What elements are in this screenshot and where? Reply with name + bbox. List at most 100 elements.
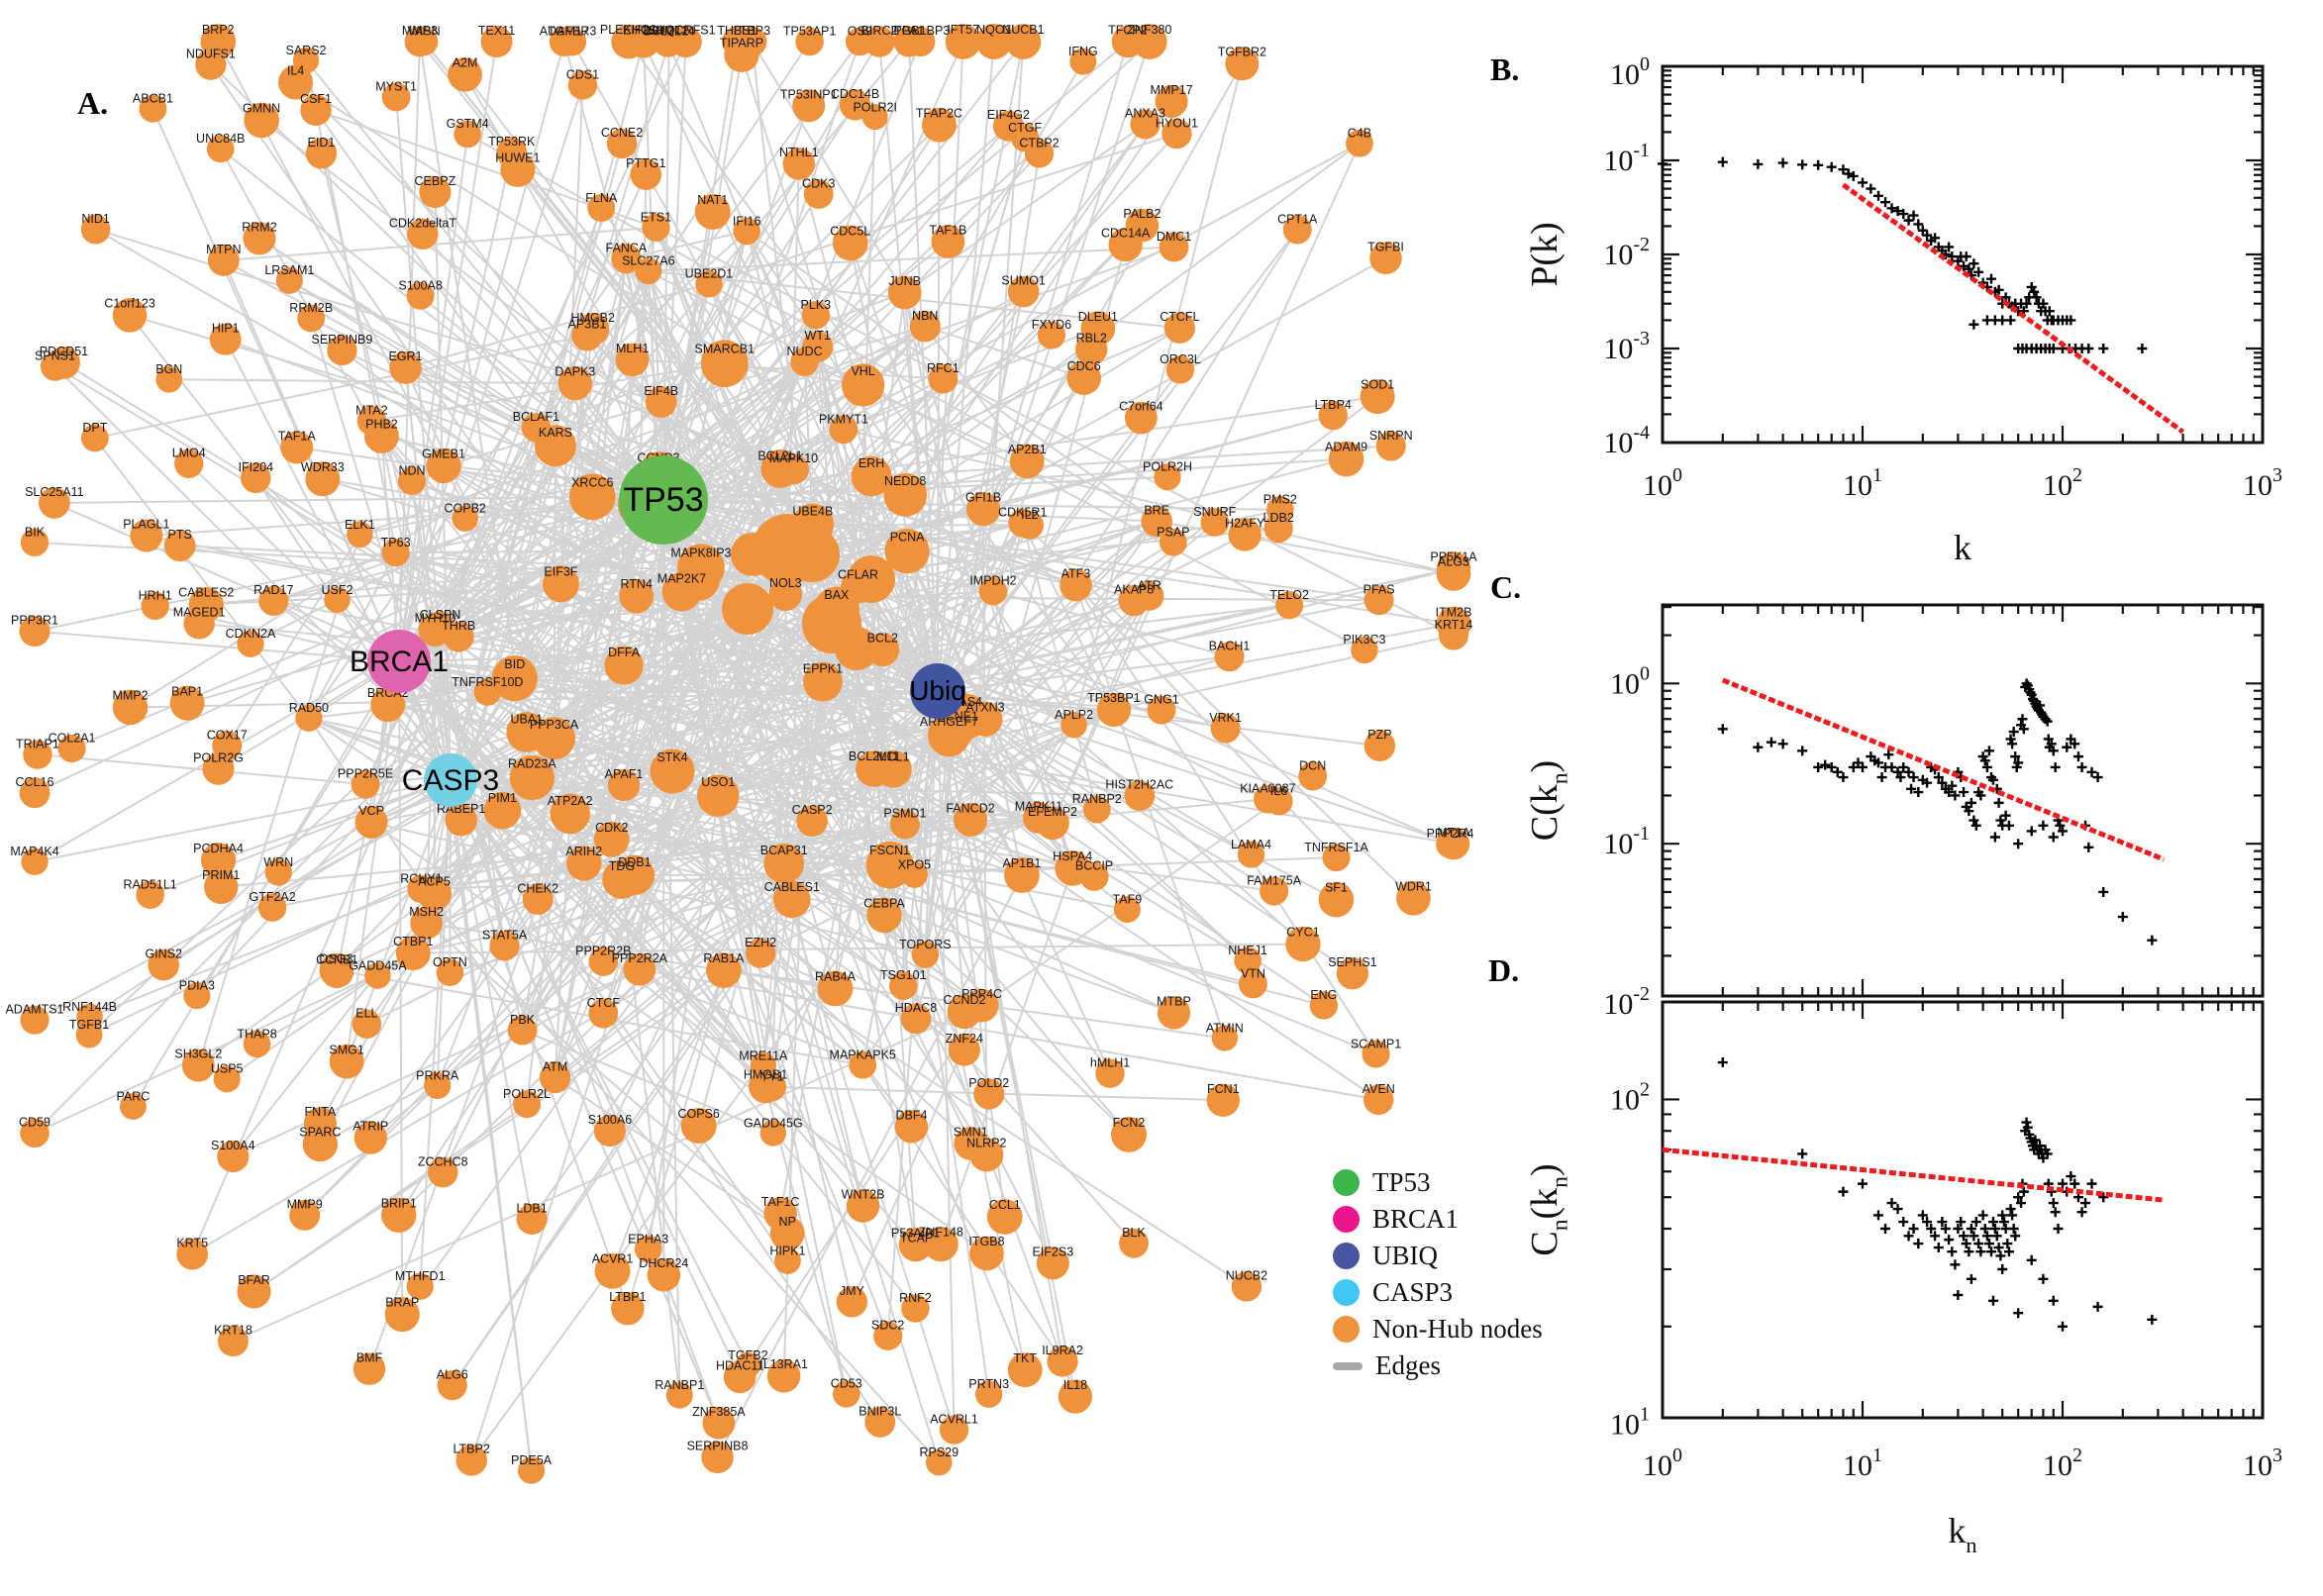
network-node [911, 941, 940, 968]
network-node [302, 1126, 339, 1162]
tick-label: 100 [1643, 464, 1682, 502]
network-node [1080, 311, 1116, 347]
network-node [665, 1381, 693, 1409]
tick-label: 102 [1610, 1078, 1650, 1116]
network-node [370, 687, 406, 723]
network-node [1351, 636, 1378, 664]
network-node-label: EIF2S3 [1032, 1245, 1073, 1258]
legend-label: Non-Hub nodes [1372, 1314, 1543, 1344]
network-node [384, 1297, 420, 1333]
network-node [1206, 1083, 1240, 1117]
panel-b-label: B. [1490, 51, 1520, 87]
network-node-label: CCNB1 [316, 953, 357, 967]
network-node [1058, 1379, 1093, 1414]
plot-frame [1661, 64, 2265, 445]
network-node-label: IFI204 [239, 460, 273, 474]
axis-ticks [1661, 64, 2265, 445]
network-node-label: SHMT2 [647, 24, 688, 38]
network-node-label: OPTN [433, 955, 467, 969]
network-node [509, 754, 555, 801]
network-node-label: SH3GL2 [174, 1047, 222, 1061]
network-node [945, 24, 981, 59]
network-node-label: IFNG [1068, 45, 1098, 58]
network-node-label: FNTA [305, 1105, 337, 1119]
network-node-label: NHEJ1 [1228, 944, 1267, 957]
network-node [1141, 505, 1173, 538]
network-node-label: PSMD1 [883, 807, 926, 821]
network-node [1210, 713, 1241, 744]
network-node-label: PRIM1 [202, 868, 240, 882]
network-node [801, 300, 831, 330]
network-node [23, 740, 52, 769]
network-node-label: CDC5L [830, 224, 870, 238]
network-node-label: SMN1 [954, 1125, 988, 1139]
network-node [243, 1030, 271, 1058]
network-node-label: ATMIN [1206, 1022, 1244, 1036]
network-node [217, 1326, 249, 1357]
network-node-label: BCL2L1 [758, 449, 802, 463]
network-node-label: ORC3L [1160, 352, 1201, 366]
network-node-label: CD53 [831, 1377, 862, 1391]
network-node [1260, 876, 1289, 906]
network-node-label: WNT2B [842, 1188, 885, 1202]
network-node [112, 689, 149, 726]
network-node-label: CHEK2 [517, 881, 558, 895]
network-node-label: SNURF [1193, 505, 1236, 519]
network-node-label: PDCD51 [40, 345, 88, 358]
network-node-label: ATXN3 [965, 700, 1004, 714]
network-node-label: C1orf123 [104, 297, 154, 311]
network-node-label: IFT57 [947, 23, 979, 37]
network-node [900, 860, 928, 888]
network-node [20, 528, 50, 557]
network-node [516, 1203, 548, 1235]
network-node-label: USP5 [211, 1062, 244, 1076]
network-node-label: SMG1 [329, 1043, 363, 1056]
network-node [700, 340, 749, 388]
network-node-label: DAPK3 [555, 364, 595, 378]
network-node [702, 1406, 736, 1440]
network-node [329, 1044, 364, 1079]
network-node-label: DPT [82, 421, 107, 435]
network-node [300, 94, 332, 126]
network-node [1124, 401, 1158, 435]
network-node-label: RAB1A [703, 951, 745, 965]
network-node-label: MLH1 [616, 342, 649, 355]
network-node-label: DDB1 [618, 855, 651, 869]
network-node [768, 577, 802, 612]
network-node [873, 1321, 903, 1350]
network-node [176, 1238, 209, 1270]
network-node-label: IMPDH2 [969, 574, 1016, 588]
network-node-label: CD59 [19, 1116, 50, 1130]
network-node-label: PDE5A [511, 1453, 553, 1467]
tick-label: 10-2 [1603, 234, 1650, 271]
network-node [947, 994, 982, 1030]
network-node [1318, 881, 1355, 918]
network-node-label: GSTM4 [447, 117, 489, 131]
network-node [1113, 896, 1141, 924]
network-node-label: MAGED1 [173, 606, 226, 620]
network-node [1163, 312, 1196, 344]
network-node [1234, 947, 1262, 974]
network-node [576, 312, 610, 346]
network-node [928, 363, 959, 394]
axis-ticks [1661, 605, 2265, 996]
network-node [1346, 129, 1373, 157]
network-node-label: PPP4C [961, 987, 1002, 1001]
network-node-label: RFC1 [927, 361, 960, 375]
network-node-label: CYC1 [1286, 926, 1319, 940]
network-node [1060, 711, 1087, 739]
network-node-label: STK4 [656, 750, 687, 764]
network-node-label: CFLAR [838, 567, 878, 581]
legend-item: Edges [1333, 1347, 1543, 1384]
network-node [833, 1380, 860, 1408]
network-node-label: GMEB1 [422, 448, 465, 461]
network-node [796, 805, 828, 838]
network-node [244, 102, 279, 139]
network-node [513, 1090, 541, 1119]
network-node [550, 793, 590, 835]
network-node [19, 616, 50, 648]
network-node [209, 323, 242, 355]
network-node [1010, 123, 1040, 152]
network-node-label: TGFBR3 [548, 24, 596, 38]
network-node [1265, 496, 1294, 524]
